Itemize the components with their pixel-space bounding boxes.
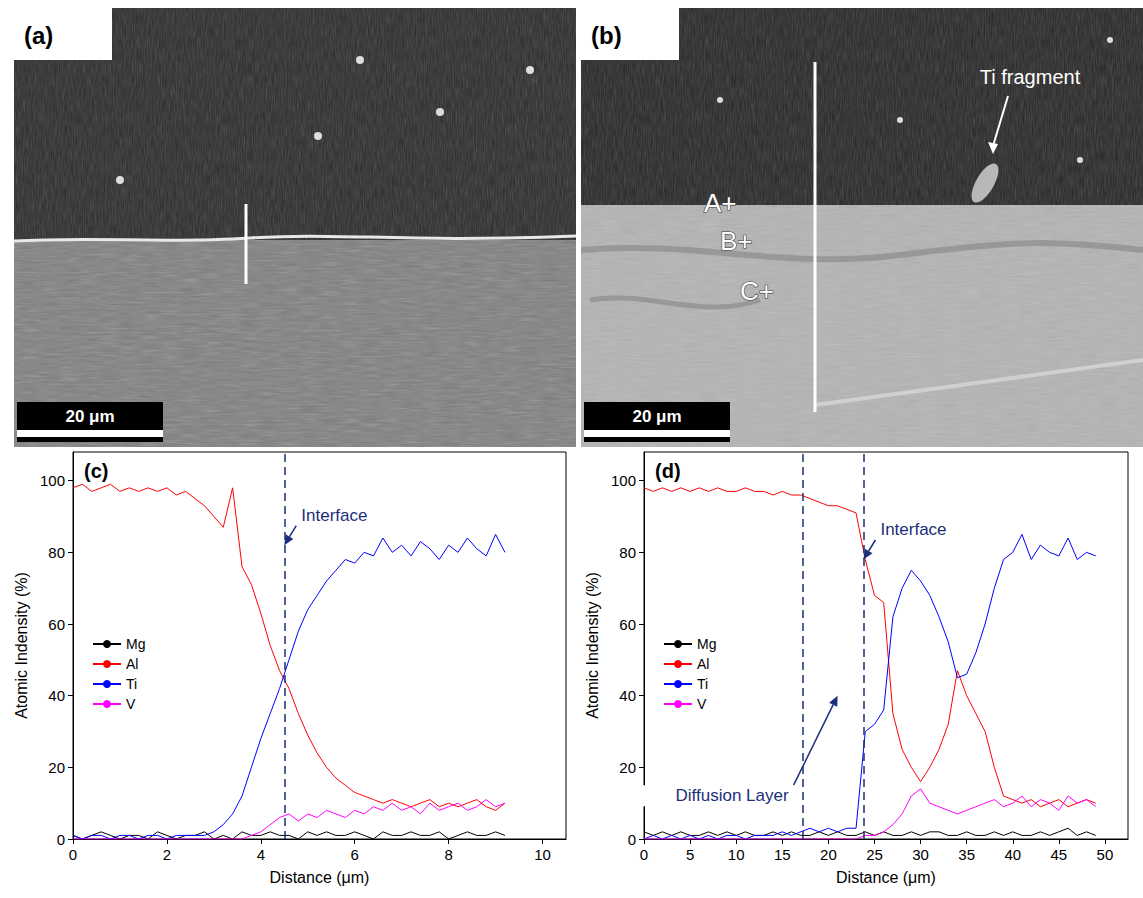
svg-text:0: 0 bbox=[69, 846, 77, 863]
svg-text:Interface: Interface bbox=[301, 506, 367, 525]
svg-text:8: 8 bbox=[444, 846, 452, 863]
svg-text:10: 10 bbox=[728, 846, 745, 863]
svg-text:30: 30 bbox=[912, 846, 929, 863]
svg-text:Interface: Interface bbox=[880, 520, 946, 539]
svg-text:35: 35 bbox=[958, 846, 975, 863]
svg-text:0: 0 bbox=[628, 831, 636, 848]
svg-text:0: 0 bbox=[57, 831, 65, 848]
svg-text:(a): (a) bbox=[24, 22, 53, 49]
svg-text:50: 50 bbox=[1097, 846, 1114, 863]
svg-text:Ti: Ti bbox=[126, 676, 137, 692]
svg-text:Ti: Ti bbox=[697, 676, 708, 692]
svg-text:Distance (μm): Distance (μm) bbox=[270, 869, 370, 886]
svg-text:4: 4 bbox=[257, 846, 265, 863]
svg-text:10: 10 bbox=[534, 846, 551, 863]
svg-text:5: 5 bbox=[686, 846, 694, 863]
svg-text:(c): (c) bbox=[84, 460, 108, 482]
svg-text:80: 80 bbox=[48, 544, 65, 561]
svg-text:Distance (μm): Distance (μm) bbox=[836, 869, 936, 886]
svg-text:100: 100 bbox=[40, 472, 65, 489]
svg-text:Al: Al bbox=[126, 656, 138, 672]
svg-text:6: 6 bbox=[351, 846, 359, 863]
svg-text:A+: A+ bbox=[704, 188, 737, 218]
svg-text:40: 40 bbox=[1004, 846, 1021, 863]
svg-text:B+: B+ bbox=[720, 226, 753, 256]
svg-text:2: 2 bbox=[163, 846, 171, 863]
svg-text:20: 20 bbox=[48, 759, 65, 776]
svg-text:0: 0 bbox=[640, 846, 648, 863]
svg-text:40: 40 bbox=[619, 687, 636, 704]
svg-text:Mg: Mg bbox=[126, 636, 145, 652]
svg-text:20: 20 bbox=[820, 846, 837, 863]
svg-text:100: 100 bbox=[611, 472, 636, 489]
svg-text:40: 40 bbox=[48, 687, 65, 704]
svg-text:60: 60 bbox=[619, 616, 636, 633]
svg-text:20: 20 bbox=[619, 759, 636, 776]
svg-text:60: 60 bbox=[48, 616, 65, 633]
svg-text:Al: Al bbox=[697, 656, 709, 672]
svg-text:Atomic Indensity (%): Atomic Indensity (%) bbox=[584, 572, 601, 719]
svg-text:V: V bbox=[126, 696, 136, 712]
svg-text:Diffusion Layer: Diffusion Layer bbox=[676, 786, 789, 805]
svg-text:15: 15 bbox=[774, 846, 791, 863]
svg-text:45: 45 bbox=[1051, 846, 1068, 863]
svg-text:80: 80 bbox=[619, 544, 636, 561]
svg-text:20 μm: 20 μm bbox=[632, 407, 681, 426]
svg-text:Ti fragment: Ti fragment bbox=[980, 66, 1081, 88]
svg-text:Mg: Mg bbox=[697, 636, 716, 652]
svg-text:C+: C+ bbox=[740, 276, 774, 306]
svg-text:25: 25 bbox=[866, 846, 883, 863]
svg-text:(b): (b) bbox=[591, 22, 622, 49]
svg-text:20 μm: 20 μm bbox=[65, 407, 114, 426]
svg-text:(d): (d) bbox=[655, 460, 681, 482]
svg-text:Atomic Indensity (%): Atomic Indensity (%) bbox=[13, 572, 30, 719]
svg-text:V: V bbox=[697, 696, 707, 712]
